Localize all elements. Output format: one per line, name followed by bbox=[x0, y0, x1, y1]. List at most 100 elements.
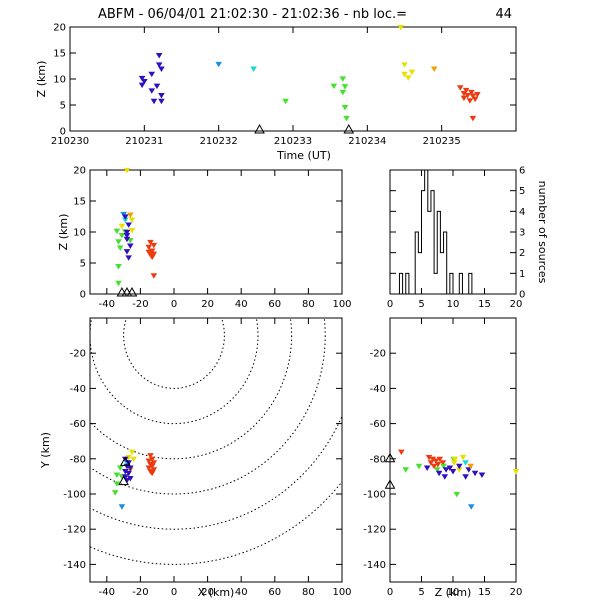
station-marker bbox=[384, 479, 396, 489]
data-point bbox=[462, 87, 470, 94]
data-point bbox=[456, 85, 464, 91]
x-tick-label: 210230 bbox=[51, 136, 89, 147]
x-tick-label: 0 bbox=[171, 587, 177, 598]
time-height-panel: 210230 210231 210232 210233 210234 210235 0 5 10… bbox=[35, 23, 517, 162]
data-point bbox=[474, 91, 481, 98]
x-height-panel: -40 -20 0 20 40 60 80 100 0 5 10 15 20 Z (km) bbox=[57, 166, 352, 311]
data-point bbox=[148, 71, 156, 78]
data-point bbox=[141, 78, 148, 85]
data-point bbox=[451, 456, 459, 463]
data-point bbox=[423, 465, 431, 471]
data-point bbox=[415, 463, 423, 470]
data-point bbox=[115, 280, 122, 287]
y-tick-label: -20 bbox=[70, 349, 86, 360]
y-tick-label: -40 bbox=[70, 384, 86, 395]
time-height-xlabel: Time (UT) bbox=[276, 149, 331, 162]
data-point bbox=[462, 474, 469, 480]
range-contour bbox=[90, 318, 326, 495]
x-tick-label: 15 bbox=[478, 299, 491, 310]
y-tick-label: 0 bbox=[80, 290, 86, 301]
x-tick-label: 5 bbox=[418, 299, 424, 310]
data-point bbox=[123, 249, 131, 255]
plan-view-ylabel: Y (km) bbox=[39, 432, 52, 469]
data-point bbox=[398, 449, 405, 456]
x-tick-label: 10 bbox=[447, 299, 460, 310]
data-point bbox=[150, 273, 158, 279]
y-tick-label: 6 bbox=[519, 166, 525, 177]
y-tick-label: 10 bbox=[73, 228, 86, 239]
x-tick-label: 20 bbox=[510, 587, 523, 598]
data-point bbox=[512, 469, 520, 475]
data-point bbox=[127, 212, 134, 219]
y-tick-label: 4 bbox=[519, 207, 525, 218]
x-tick-label: 20 bbox=[510, 299, 523, 310]
x-tick-label: 0 bbox=[387, 299, 393, 310]
data-point bbox=[341, 104, 349, 111]
data-point bbox=[402, 467, 410, 473]
data-point bbox=[441, 474, 449, 480]
data-point bbox=[118, 504, 126, 510]
data-point bbox=[215, 61, 222, 68]
data-point bbox=[250, 66, 257, 72]
y-tick-label: -100 bbox=[363, 490, 386, 501]
y-tick-label: 5 bbox=[60, 101, 66, 112]
x-tick-label: 210235 bbox=[423, 136, 461, 147]
data-point bbox=[125, 470, 132, 477]
y-tick-label: -40 bbox=[370, 384, 386, 395]
data-point bbox=[453, 491, 461, 498]
data-point bbox=[115, 264, 122, 270]
data-point bbox=[150, 242, 158, 249]
data-point bbox=[462, 460, 469, 466]
data-point bbox=[465, 467, 473, 473]
data-point bbox=[440, 463, 447, 470]
data-point bbox=[150, 98, 158, 105]
data-point bbox=[127, 243, 134, 250]
time-height-ylabel: Z (km) bbox=[35, 61, 48, 98]
data-point bbox=[343, 115, 350, 122]
data-point bbox=[408, 69, 416, 76]
data-point bbox=[145, 458, 153, 464]
data-point bbox=[118, 233, 126, 239]
x-tick-label: 0 bbox=[171, 299, 177, 310]
data-point bbox=[158, 93, 165, 99]
data-point bbox=[433, 467, 441, 473]
x-tick-label: 5 bbox=[418, 587, 424, 598]
y-tick-label: -60 bbox=[70, 419, 86, 430]
histogram-ylabel: number of sources bbox=[536, 181, 549, 284]
data-point bbox=[430, 463, 438, 470]
data-point bbox=[401, 62, 408, 68]
data-point bbox=[467, 504, 475, 510]
data-point bbox=[450, 460, 458, 466]
x-tick-label: 210232 bbox=[200, 136, 238, 147]
data-point bbox=[127, 465, 134, 471]
x-tick-label: 100 bbox=[332, 587, 351, 598]
data-point bbox=[469, 115, 477, 122]
range-contour bbox=[90, 318, 293, 460]
x-tick-label: -20 bbox=[132, 587, 148, 598]
data-point bbox=[158, 66, 165, 72]
data-point bbox=[467, 463, 474, 470]
y-tick-label: -100 bbox=[63, 490, 86, 501]
x-tick-label: 210231 bbox=[125, 136, 163, 147]
data-point bbox=[397, 24, 405, 31]
y-tick-label: -140 bbox=[363, 560, 386, 571]
figure-title: ABFM - 06/04/01 21:02:30 - 21:02:36 - nb… bbox=[98, 7, 407, 22]
x-tick-label: 210234 bbox=[348, 136, 386, 147]
y-tick-label: 20 bbox=[73, 166, 86, 177]
plan-view-xlabel: X (km) bbox=[198, 586, 235, 599]
x-tick-label: 20 bbox=[201, 299, 214, 310]
data-point bbox=[111, 490, 119, 496]
station-marker bbox=[343, 123, 355, 134]
x-tick-label: 100 bbox=[332, 299, 351, 310]
range-contour bbox=[90, 414, 342, 530]
data-point bbox=[128, 449, 136, 456]
y-tick-label: 10 bbox=[53, 75, 66, 86]
data-point bbox=[121, 214, 129, 220]
z-y-xlabel: Z (km) bbox=[435, 586, 472, 599]
data-point bbox=[330, 83, 338, 90]
station-marker bbox=[118, 475, 129, 486]
data-point bbox=[459, 454, 467, 461]
range-contour bbox=[90, 480, 342, 565]
data-point bbox=[427, 460, 435, 466]
